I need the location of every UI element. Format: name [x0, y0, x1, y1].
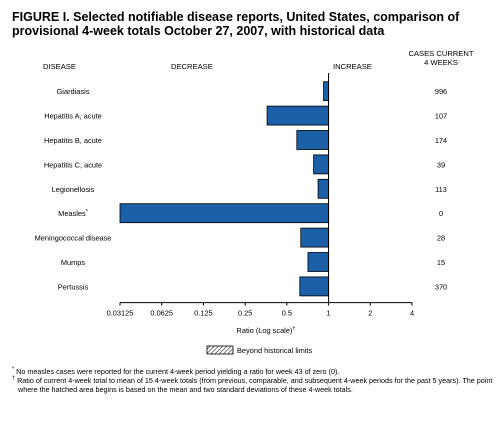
bar — [323, 81, 329, 102]
cases-value: 28 — [437, 234, 445, 243]
bar — [313, 154, 329, 175]
category-label: Meningococcal disease — [35, 234, 112, 243]
x-tick-label: 4 — [410, 309, 414, 318]
cases-value: 0 — [439, 209, 443, 218]
cases-value: 113 — [435, 185, 447, 194]
category-label: Legionellosis — [52, 185, 95, 194]
plot-area: 0.03125 0.0625 0.125 0.25 0.5 1 2 4 Giardiasis 99… — [35, 73, 447, 318]
category-label: Hepatitis C, acute — [44, 160, 102, 169]
header-increase: INCREASE — [333, 62, 372, 71]
legend-swatch — [206, 345, 234, 355]
cases-value: 107 — [435, 112, 447, 121]
category-label: Pertussis — [58, 282, 89, 291]
category-label: Hepatitis B, acute — [44, 136, 102, 145]
x-axis-label: Ratio (Log scale)† — [237, 326, 296, 335]
bar — [307, 252, 329, 272]
header-cases-line2: 4 WEEKS — [424, 58, 458, 67]
cases-value: 370 — [435, 282, 447, 291]
x-tick-label: 1 — [327, 309, 331, 318]
x-tick-label: 2 — [368, 309, 372, 318]
bar — [119, 203, 329, 224]
figure-title: FIGURE I. Selected notifiable disease re… — [12, 10, 460, 38]
footnotes: * No measles cases were reported for the… — [12, 367, 498, 394]
bar — [296, 130, 329, 150]
legend-label: Beyond historical limits — [237, 346, 312, 355]
bar — [299, 276, 329, 297]
header-disease: DISEASE — [43, 62, 76, 71]
bar — [317, 178, 329, 199]
header-decrease: DECREASE — [171, 62, 213, 71]
cases-value: 996 — [435, 87, 447, 96]
category-label: Measles* — [58, 209, 89, 218]
x-tick-label: 0.5 — [282, 309, 292, 318]
category-label: Hepatitis A, acute — [44, 112, 102, 121]
footnote-measles: * No measles cases were reported for the… — [12, 366, 340, 376]
x-tick-label: 0.25 — [238, 309, 252, 318]
cases-value: 15 — [437, 258, 445, 267]
category-label: Giardiasis — [57, 87, 90, 96]
footnote-ratio: † Ratio of current 4-week total to mean … — [12, 375, 493, 394]
category-label: Mumps — [61, 258, 86, 267]
bar — [266, 105, 329, 126]
x-tick-label: 0.03125 — [107, 309, 134, 318]
x-tick-label: 0.0625 — [150, 309, 173, 318]
header-cases-line1: CASES CURRENT — [409, 49, 474, 58]
cases-value: 174 — [435, 136, 447, 145]
bar — [300, 227, 329, 248]
x-tick-label: 0.125 — [194, 309, 213, 318]
cases-value: 39 — [437, 160, 445, 169]
